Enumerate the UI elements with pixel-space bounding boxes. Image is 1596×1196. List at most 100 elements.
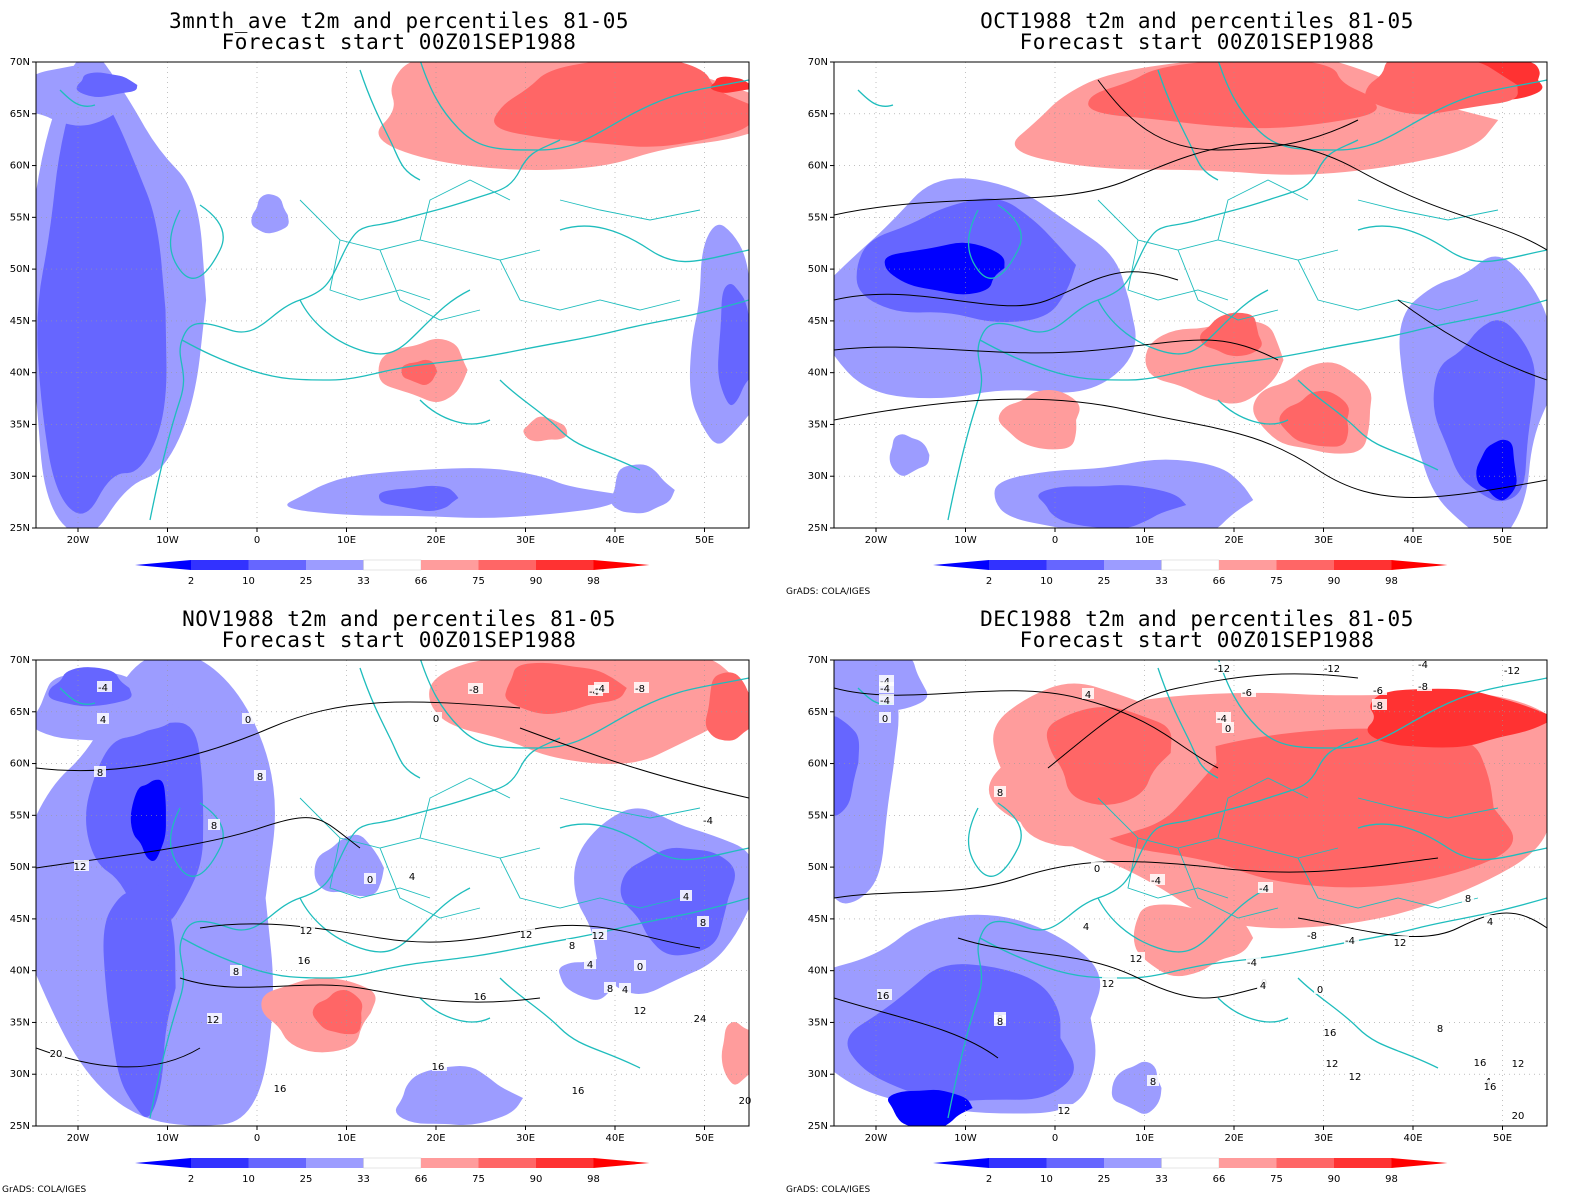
panel-title-line1: 3mnth_ave t2m and percentiles 81-05 bbox=[168, 9, 629, 33]
colorbar-segment bbox=[191, 1158, 249, 1168]
percentile-shade bbox=[998, 389, 1080, 450]
country-border bbox=[1297, 857, 1479, 909]
colorbar-segment bbox=[536, 1158, 594, 1168]
lat-tick-label: 70N bbox=[10, 655, 30, 666]
panel-nov1988: NOV1988 t2m and percentiles 81-05 Foreca… bbox=[0, 598, 798, 1196]
contour-label-bg bbox=[1058, 1104, 1073, 1115]
coastline bbox=[169, 204, 224, 279]
percentile-shade bbox=[378, 485, 459, 512]
colorbar-segment bbox=[1334, 1158, 1392, 1168]
contour-label: 0 bbox=[882, 714, 888, 725]
colorbar-label: 33 bbox=[357, 576, 370, 587]
lon-tick-label: 50E bbox=[695, 1133, 714, 1144]
contour-label: 8 bbox=[1150, 1077, 1156, 1088]
lon-tick-label: 10W bbox=[156, 535, 179, 546]
contour-label-bg bbox=[254, 770, 266, 781]
panel-title-line1: OCT1988 t2m and percentiles 81-05 bbox=[980, 9, 1414, 33]
contour-label: 16 bbox=[1324, 1028, 1337, 1039]
coastline-layer bbox=[857, 62, 1547, 521]
contour-label-bg bbox=[1484, 915, 1496, 926]
temperature-contour bbox=[834, 398, 1547, 498]
lon-tick-label: 20E bbox=[426, 1133, 445, 1144]
coastline bbox=[1218, 62, 1547, 151]
colorbar-segment bbox=[363, 1157, 422, 1169]
lon-tick-label: 20W bbox=[865, 535, 888, 546]
country-border bbox=[559, 797, 701, 819]
contour-label-bg bbox=[1258, 882, 1273, 893]
contour-label: 16 bbox=[432, 1062, 445, 1073]
coastline bbox=[967, 802, 1022, 877]
colorbar-label: 90 bbox=[1328, 1174, 1341, 1185]
percentile-shade bbox=[37, 78, 167, 514]
contour-label: 4 bbox=[683, 892, 689, 903]
country-border bbox=[1297, 259, 1479, 311]
lon-tick-label: 20W bbox=[67, 1133, 90, 1144]
contour-label-bg bbox=[702, 814, 717, 825]
colorbar-label: 98 bbox=[587, 576, 600, 587]
percentile-shade bbox=[1476, 439, 1517, 501]
contour-label-bg bbox=[634, 960, 646, 971]
contour-label: 16 bbox=[1474, 1058, 1487, 1069]
temperature-contour bbox=[1047, 673, 1359, 769]
contour-label: 12 bbox=[1058, 1106, 1071, 1117]
contour-label-bg bbox=[97, 713, 109, 724]
contour-label-bg bbox=[432, 1060, 447, 1071]
colorbar-segment bbox=[306, 1158, 364, 1168]
lon-tick-label: 10W bbox=[954, 1133, 977, 1144]
border-layer bbox=[299, 777, 701, 919]
colorbar-segment bbox=[1334, 560, 1392, 570]
colorbar-label: 75 bbox=[472, 1174, 485, 1185]
contour-label: -6 bbox=[1242, 688, 1252, 699]
lon-tick-label: 40E bbox=[605, 1133, 624, 1144]
contour-label-bg bbox=[879, 682, 894, 693]
colorbar-segment bbox=[421, 560, 479, 570]
lon-tick-label: 20E bbox=[426, 535, 445, 546]
coastline bbox=[359, 667, 421, 779]
colorbar-arrow-high bbox=[1391, 1158, 1448, 1168]
percentile-shade bbox=[610, 464, 675, 514]
contour-label-bg bbox=[298, 954, 313, 965]
temperature-contour bbox=[834, 687, 1219, 769]
shading-layer bbox=[834, 660, 1547, 1126]
colorbar-segment bbox=[1104, 1158, 1162, 1168]
lon-tick-label: 50E bbox=[695, 535, 714, 546]
lat-tick-label: 35N bbox=[808, 1017, 828, 1028]
colorbar-arrow-low bbox=[933, 560, 989, 570]
contour-label-bg bbox=[619, 983, 631, 994]
contour-label-bg bbox=[566, 939, 578, 950]
contour-label-bg bbox=[994, 786, 1006, 797]
contour-label: 12 bbox=[520, 930, 533, 941]
lon-tick-label: 30E bbox=[1314, 535, 1333, 546]
contour-label: 12 bbox=[300, 926, 313, 937]
contour-label-bg bbox=[584, 958, 596, 969]
contour-label-bg bbox=[1147, 1075, 1159, 1086]
lat-tick-label: 40N bbox=[808, 368, 828, 379]
country-border bbox=[1357, 199, 1499, 221]
country-border bbox=[1217, 777, 1309, 839]
contour-layer bbox=[36, 701, 749, 1068]
contour-label-bg bbox=[592, 929, 607, 940]
contour-label: -4 bbox=[1217, 714, 1227, 725]
contour-label-bg bbox=[1257, 979, 1269, 990]
colorbar-label: 66 bbox=[1213, 1174, 1226, 1185]
temperature-contour bbox=[834, 857, 1439, 899]
contour-label-bg bbox=[1512, 1109, 1527, 1120]
grads-credit: GrADS: COLA/IGES bbox=[2, 1185, 87, 1195]
contour-label: 8 bbox=[97, 768, 103, 779]
country-border bbox=[1217, 179, 1309, 241]
country-border bbox=[1177, 847, 1279, 919]
lat-tick-label: 40N bbox=[10, 966, 30, 977]
lon-tick-label: 0 bbox=[1052, 1133, 1058, 1144]
lat-tick-label: 30N bbox=[808, 471, 828, 482]
coastline bbox=[1157, 69, 1219, 181]
contour-label: -4 bbox=[703, 816, 713, 827]
lat-tick-label: 30N bbox=[808, 1069, 828, 1080]
map-frame bbox=[35, 659, 750, 1127]
contour-label-bg bbox=[634, 1004, 649, 1015]
contour-label: 8 bbox=[569, 941, 575, 952]
contour-label: -8 bbox=[635, 684, 645, 695]
map-canvas: 0480840812161212881612162020161620202024… bbox=[808, 57, 1548, 587]
percentile-shade bbox=[834, 716, 860, 816]
lon-tick-label: 40E bbox=[1403, 535, 1422, 546]
coastline bbox=[1297, 977, 1439, 1069]
